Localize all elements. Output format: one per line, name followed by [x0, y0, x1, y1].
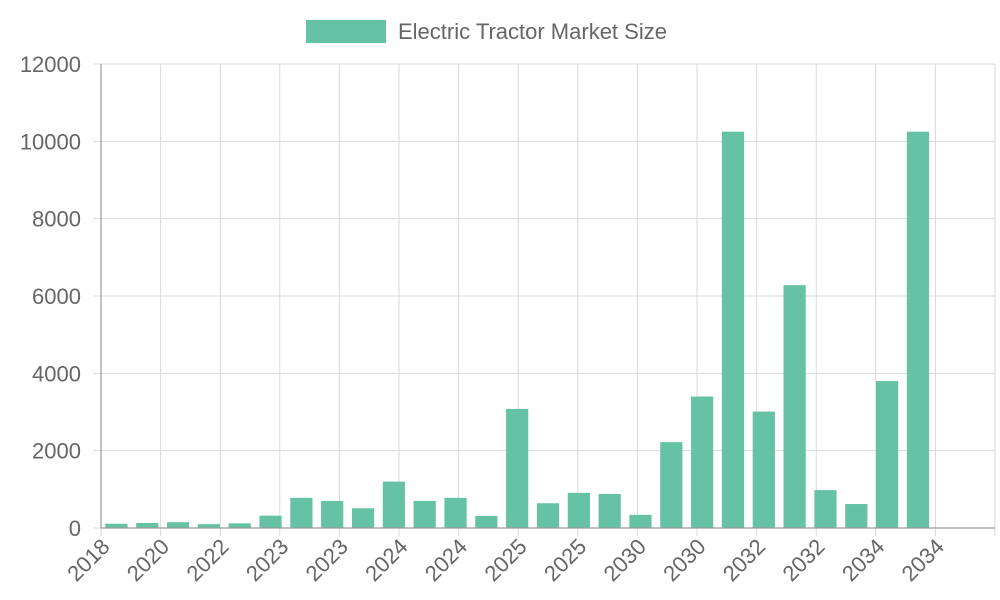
y-gridlines — [93, 63, 995, 529]
bar — [136, 522, 159, 528]
bar — [598, 493, 621, 528]
bar — [228, 523, 251, 528]
x-tick-label: 2032 — [777, 534, 829, 586]
y-tick-label: 6000 — [32, 284, 81, 309]
bar — [197, 524, 220, 528]
bar — [166, 522, 190, 528]
bar — [721, 131, 745, 529]
bar — [783, 285, 806, 528]
bar — [413, 500, 436, 528]
bars — [105, 131, 930, 529]
x-tick-label: 2023 — [301, 534, 353, 586]
bar — [691, 396, 714, 528]
bar — [845, 504, 868, 528]
x-axis-tick-labels: 2018 2020 2022 2023 2023 2024 2024 2025 2025 2030… — [62, 534, 949, 586]
legend: Electric Tractor Market Size — [306, 19, 667, 44]
bar — [567, 492, 590, 528]
x-tick-label: 2034 — [897, 534, 949, 586]
y-tick-label: 2000 — [32, 439, 81, 464]
bar — [660, 442, 683, 528]
legend-label: Electric Tractor Market Size — [398, 19, 667, 44]
y-tick-label: 8000 — [32, 207, 81, 232]
bar — [105, 523, 128, 528]
bar — [814, 490, 837, 528]
bar — [351, 508, 375, 528]
x-tick-label: 2020 — [122, 534, 174, 586]
x-tick-label: 2018 — [62, 534, 114, 586]
x-tick-label: 2025 — [539, 534, 591, 586]
bar — [752, 411, 775, 528]
x-tick-label: 2022 — [181, 534, 233, 586]
x-tick-label: 2030 — [599, 534, 651, 586]
bar — [321, 500, 344, 528]
x-gridlines — [100, 64, 996, 536]
x-tick-label: 2025 — [479, 534, 531, 586]
x-tick-label: 2023 — [241, 534, 293, 586]
bar — [876, 381, 899, 528]
y-tick-label: 10000 — [20, 129, 81, 154]
x-tick-label: 2032 — [718, 534, 770, 586]
y-tick-label: 12000 — [20, 52, 81, 77]
x-tick-label: 2034 — [837, 534, 889, 586]
x-tick-label: 2024 — [360, 534, 412, 586]
bar — [382, 481, 405, 528]
y-tick-label: 4000 — [32, 361, 81, 386]
legend-swatch — [306, 20, 386, 43]
bar — [259, 515, 282, 528]
bar — [506, 408, 529, 528]
bar — [536, 503, 560, 528]
y-tick-label: 0 — [69, 516, 81, 541]
x-tick-label: 2030 — [658, 534, 710, 586]
bar — [444, 497, 467, 528]
x-tick-label: 2024 — [420, 534, 472, 586]
y-axis-tick-labels: 0 2000 4000 6000 8000 10000 12000 — [20, 52, 81, 541]
bar — [475, 516, 498, 528]
bar — [906, 131, 930, 529]
bar — [290, 497, 313, 528]
bar — [629, 514, 652, 528]
